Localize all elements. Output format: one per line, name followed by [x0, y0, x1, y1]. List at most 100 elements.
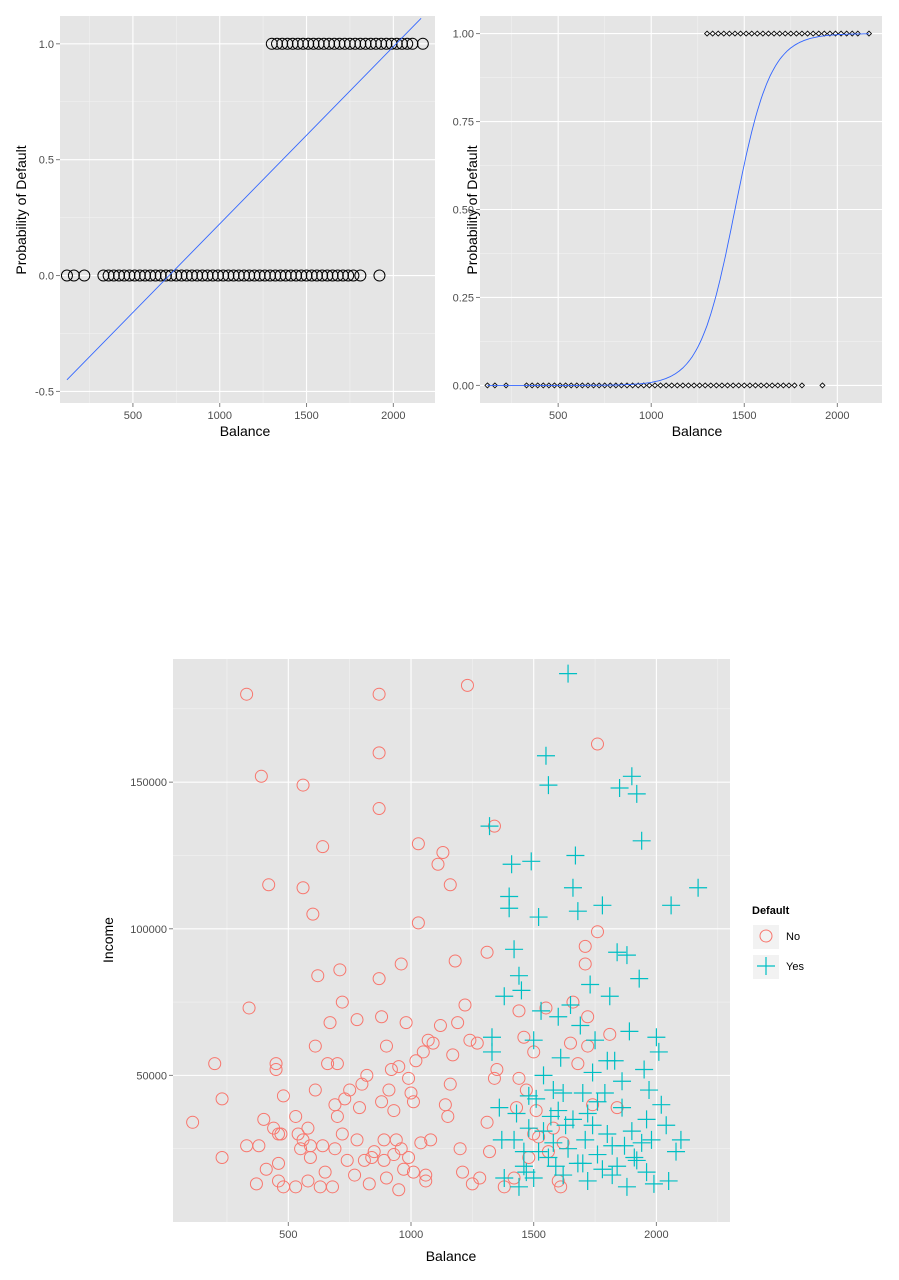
point-default-no: [402, 1071, 416, 1085]
data-point: [635, 382, 642, 389]
point-default-no: [409, 1054, 423, 1068]
point-default-no: [382, 1083, 396, 1097]
point-default-yes: [581, 975, 600, 994]
data-point: [551, 382, 558, 389]
data-point: [702, 382, 709, 389]
point-default-no: [367, 1145, 381, 1159]
point-default-yes: [649, 1042, 668, 1061]
data-point: [274, 269, 287, 282]
y-tick-label: 1.00: [453, 29, 474, 41]
point-default-no: [566, 995, 580, 1009]
point-default-no: [357, 1153, 371, 1167]
point-default-yes: [642, 1130, 661, 1149]
point-default-yes: [610, 779, 629, 798]
point-default-yes: [509, 1177, 528, 1196]
data-point: [724, 382, 731, 389]
point-default-no: [330, 1109, 344, 1123]
x-axis-title: Balance: [220, 423, 271, 439]
data-point: [765, 30, 772, 37]
point-default-no: [590, 737, 604, 751]
point-default-yes: [598, 1125, 617, 1144]
data-point: [359, 37, 372, 50]
point-default-no: [571, 1057, 585, 1071]
data-point: [343, 37, 356, 50]
data-point: [545, 382, 552, 389]
data-point: [310, 269, 323, 282]
y-tick-label: 0.50: [453, 205, 474, 217]
point-default-yes: [519, 1119, 538, 1138]
data-point: [338, 37, 351, 50]
point-default-yes: [588, 1145, 607, 1164]
point-default-yes: [637, 1110, 656, 1129]
data-point: [307, 37, 320, 50]
point-default-no: [372, 687, 386, 701]
point-default-yes: [667, 1142, 686, 1161]
point-default-no: [306, 907, 320, 921]
point-default-yes: [514, 1157, 533, 1176]
point-default-yes: [568, 902, 587, 921]
point-default-yes: [583, 1063, 602, 1082]
data-point: [264, 269, 277, 282]
data-point: [312, 37, 325, 50]
point-default-no: [586, 1098, 600, 1112]
data-point: [144, 269, 157, 282]
data-point: [354, 269, 367, 282]
point-default-no: [372, 746, 386, 760]
data-point: [328, 37, 341, 50]
point-default-no: [269, 1057, 283, 1071]
point-default-yes: [539, 776, 558, 795]
data-point: [271, 37, 284, 50]
point-default-yes: [527, 1089, 546, 1108]
data-point: [217, 269, 230, 282]
data-point: [743, 30, 750, 37]
point-default-no: [379, 1039, 393, 1053]
point-default-yes: [603, 1136, 622, 1155]
point-default-no: [406, 1165, 420, 1179]
y-tick-label: 0.75: [453, 117, 474, 129]
point-default-no: [441, 1109, 455, 1123]
point-default-no: [512, 1071, 526, 1085]
legend-title: Default: [752, 905, 790, 917]
data-point: [810, 30, 817, 37]
data-point: [305, 269, 318, 282]
point-default-no: [443, 1077, 457, 1091]
point-default-yes: [586, 1031, 605, 1050]
point-default-yes: [482, 1042, 501, 1061]
point-default-yes: [561, 996, 580, 1015]
point-default-no: [375, 1095, 389, 1109]
point-default-yes: [532, 1001, 551, 1020]
legend-key-no: [759, 929, 773, 943]
data-point: [770, 30, 778, 37]
point-default-no: [352, 1101, 366, 1115]
data-point: [791, 382, 798, 389]
point-default-no: [411, 916, 425, 930]
point-default-no: [208, 1057, 222, 1071]
data-point: [754, 30, 761, 37]
point-default-no: [321, 1057, 335, 1071]
data-point: [763, 382, 770, 389]
point-default-no: [456, 1165, 470, 1179]
data-point: [243, 269, 256, 282]
point-default-no: [274, 1127, 288, 1141]
point-default-no: [554, 1180, 568, 1194]
point-default-no: [272, 1156, 286, 1170]
point-default-yes: [600, 987, 619, 1006]
point-default-no: [375, 1010, 389, 1024]
data-point: [60, 269, 73, 282]
point-default-yes: [620, 1022, 639, 1041]
point-default-yes: [524, 1031, 543, 1050]
point-default-no: [411, 837, 425, 851]
data-point: [849, 30, 856, 37]
x-tick-label: 1000: [399, 1229, 423, 1241]
data-point: [302, 37, 315, 50]
point-default-yes: [551, 1048, 570, 1067]
data-point: [752, 382, 759, 389]
data-point: [170, 269, 183, 282]
point-default-no: [323, 1016, 337, 1030]
data-point: [584, 382, 592, 389]
data-point: [854, 30, 861, 37]
point-default-no: [443, 878, 457, 892]
point-default-yes: [576, 1130, 595, 1149]
point-default-no: [294, 1142, 308, 1156]
income-balance-scatter-chart: 500 1000 1500 2000 50000 100000 150000 Balance I…: [100, 659, 730, 1264]
